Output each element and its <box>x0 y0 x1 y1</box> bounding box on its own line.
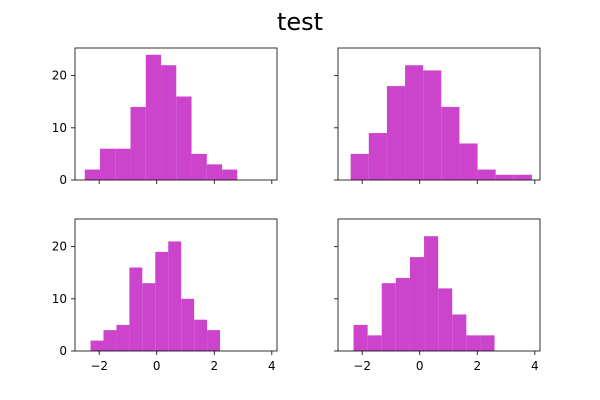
histogram-bar <box>350 153 369 180</box>
subplot-2 <box>334 47 541 184</box>
histogram-bar <box>100 148 116 180</box>
histogram-bar <box>466 335 481 351</box>
histogram-bar <box>424 236 439 351</box>
histogram-bar <box>145 54 162 180</box>
y-tick-label: 10 <box>52 121 67 135</box>
histogram-bar <box>477 169 496 180</box>
subplot-4: −2 0 2 4 <box>334 218 541 373</box>
axes-frame <box>337 47 541 181</box>
y-tick-label: 20 <box>52 240 67 254</box>
x-tick-label: −2 <box>90 359 108 373</box>
histogram-bar <box>222 169 238 180</box>
histogram-bar <box>409 257 425 351</box>
x-tick-label: 4 <box>268 359 276 373</box>
histogram-bar <box>168 241 182 351</box>
axes-frame <box>74 47 278 181</box>
histogram-bar <box>459 143 478 180</box>
figure-title: test <box>277 8 323 36</box>
histogram-bar <box>142 283 156 351</box>
y-tick-label: 10 <box>52 292 67 306</box>
y-tick-label: 20 <box>52 69 67 83</box>
histogram-bar <box>155 251 169 351</box>
histogram-bar <box>116 324 130 351</box>
histogram-bar <box>368 133 387 180</box>
histogram-bar <box>395 277 410 351</box>
histogram-bar <box>90 340 104 351</box>
y-tick-label: 0 <box>59 344 67 358</box>
x-tick-label: 4 <box>531 359 539 373</box>
axes-frame <box>74 218 278 352</box>
histogram-bar <box>386 86 406 180</box>
histogram-bars <box>90 241 221 351</box>
histogram-bar <box>353 324 368 351</box>
histogram-bar <box>367 335 382 351</box>
histogram-bar <box>194 319 208 351</box>
histogram-bar <box>206 164 223 180</box>
y-tick-label: 0 <box>59 173 67 187</box>
histogram-bar <box>191 153 207 180</box>
histogram-bar <box>405 65 424 180</box>
histogram-bar <box>513 174 532 180</box>
x-tick-label: 0 <box>416 359 424 373</box>
histogram-bar <box>115 148 131 180</box>
x-tick-label: 2 <box>210 359 218 373</box>
x-tick-label: −2 <box>353 359 371 373</box>
histogram-bar <box>423 70 442 180</box>
histogram-bar <box>161 65 177 180</box>
x-tick-label: 0 <box>153 359 161 373</box>
histogram-bar <box>103 330 117 351</box>
histogram-bar <box>381 283 396 351</box>
histogram-bars <box>84 54 238 180</box>
histogram-bar <box>480 335 495 351</box>
subplot-1: 0 10 20 <box>52 47 278 187</box>
axes-frame <box>337 218 541 352</box>
histogram-bar <box>181 298 195 351</box>
histogram-bar <box>495 174 514 180</box>
histogram-bar <box>129 267 143 351</box>
histogram-bar <box>176 96 192 180</box>
histogram-bar <box>84 169 101 180</box>
histogram-bars <box>353 236 495 351</box>
histogram-bar <box>438 288 453 351</box>
histogram-bar <box>452 314 467 351</box>
x-tick-label: 2 <box>473 359 481 373</box>
histogram-bar <box>207 330 221 351</box>
subplot-grid: 0 10 20 −2 0 2 4 0 10 20 −2 0 2 4 <box>52 47 541 373</box>
histogram-bars <box>350 65 532 180</box>
subplot-3: −2 0 2 4 0 10 20 <box>52 218 278 373</box>
histogram-bar <box>130 106 146 180</box>
histogram-bar <box>441 106 460 180</box>
